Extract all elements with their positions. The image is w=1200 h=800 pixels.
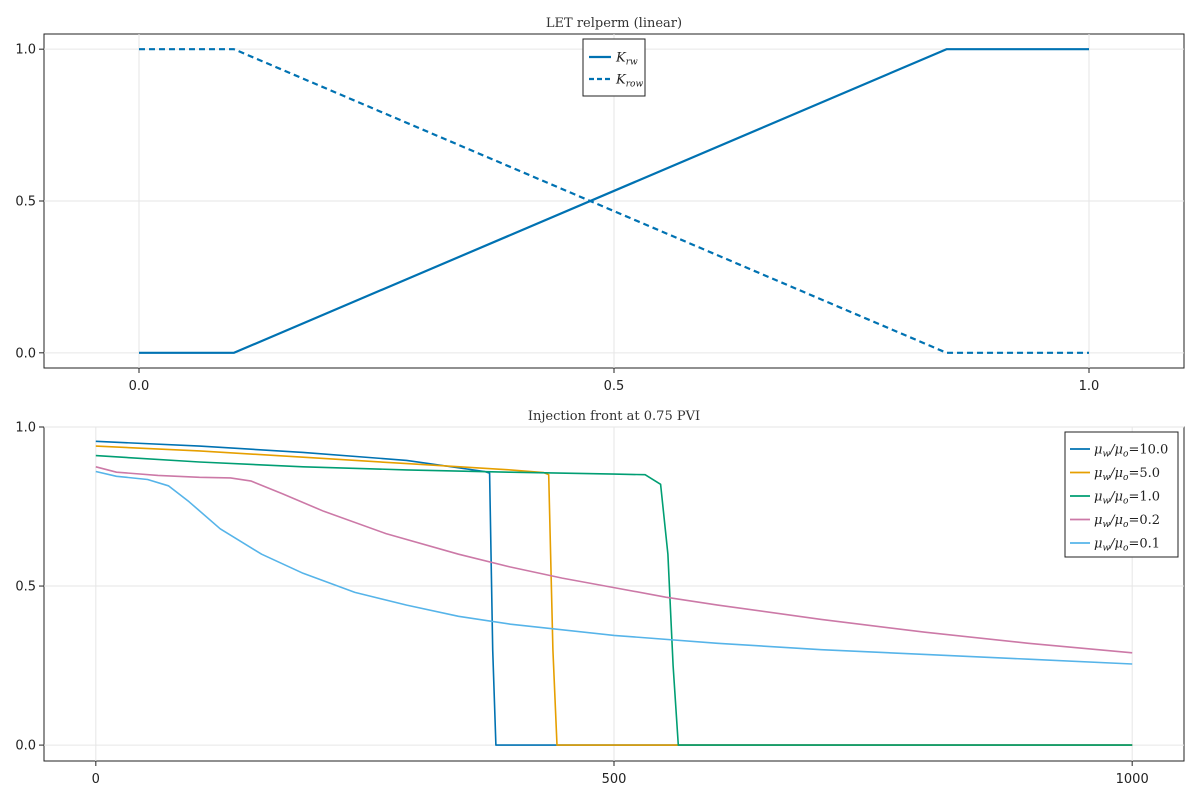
legend-label-sub: rw <box>626 58 638 68</box>
y-tick-label: 1.0 <box>15 43 36 58</box>
injection-front-series <box>95 440 1133 746</box>
legend-label-ratio-0-2: μw/μo=0.2 <box>1094 513 1160 530</box>
legend-box <box>1064 431 1179 558</box>
injection-front-ticks: 0 500 1000 0.0 0.5 1.0 <box>15 421 1148 788</box>
legend-label-main: K <box>615 73 627 88</box>
series-line-row <box>139 48 1089 354</box>
y-tick-label: 1.0 <box>15 421 36 436</box>
x-tick-label: 0.5 <box>604 379 625 394</box>
x-tick-label: 500 <box>602 772 627 787</box>
x-tick-label: 0 <box>92 772 100 787</box>
legend-box <box>582 38 646 97</box>
x-tick-label: 0.0 <box>129 379 150 394</box>
legend-ratio-value: 5.0 <box>1139 466 1160 481</box>
relperm-chart: 0.0 0.5 1.00.00.51.0 LET relperm (linear) … <box>15 16 1185 394</box>
series-line-ratio-0-1 <box>95 470 1133 665</box>
injection-front-chart-title: Injection front at 0.75 PVI <box>528 409 700 424</box>
y-tick-label: 0.5 <box>15 580 36 595</box>
legend-ratio-value: 1.0 <box>1139 490 1160 505</box>
legend-label-ratio-1-0: μw/μo=1.0 <box>1094 490 1160 507</box>
y-tick-label: 0.5 <box>15 195 36 210</box>
series-line-ratio-1-0 <box>95 454 1133 746</box>
legend-label-row: Krow <box>615 73 643 90</box>
series-line-ratio-0-2 <box>95 466 1133 654</box>
relperm-series <box>139 48 1089 354</box>
legend-label-ratio-5-0: μw/μo=5.0 <box>1094 466 1160 483</box>
legend-label-ratio-0-1: μw/μo=0.1 <box>1094 537 1160 554</box>
injection-front-chart: 0 500 1000 0.0 0.5 1.0 Injection front at 0.7… <box>15 409 1185 788</box>
x-tick-label: 1.0 <box>1079 379 1100 394</box>
legend-label-rw: Krw <box>615 51 638 68</box>
legend-ratio-value: 0.2 <box>1139 513 1160 528</box>
injection-front-legend: μw/μo=10.0 μw/μo=5.0 μw/μo=1.0 μw/μo=0.2 μw/… <box>1064 431 1179 558</box>
x-tick-label: 1000 <box>1116 772 1149 787</box>
legend-ratio-value: 0.1 <box>1139 537 1160 552</box>
relperm-chart-title: LET relperm (linear) <box>546 16 682 31</box>
relperm-ticks: 0.0 0.5 1.0 0.0 0.5 1.0 <box>15 43 1099 394</box>
legend-label-sub: row <box>626 80 644 90</box>
legend-label-ratio-10-0: μw/μo=10.0 <box>1094 443 1168 460</box>
y-tick-label: 0.0 <box>15 739 36 754</box>
legend-ratio-value: 10.0 <box>1139 443 1168 458</box>
y-tick-label: 0.0 <box>15 346 36 361</box>
legend-label-main: K <box>615 51 627 66</box>
